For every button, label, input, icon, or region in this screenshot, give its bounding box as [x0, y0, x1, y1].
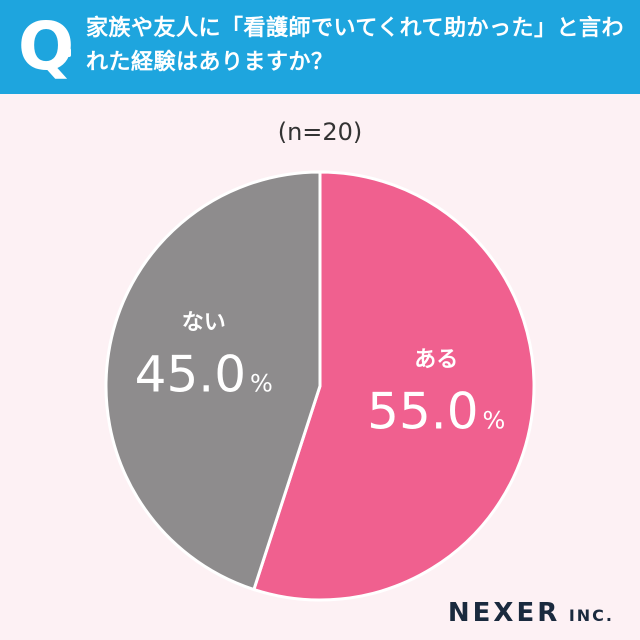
pie-slice-value-0: 55.0%: [367, 382, 505, 440]
question-header: Q 家族や友人に「看護師でいてくれて助かった」と言われた経験はありますか？: [0, 0, 640, 94]
question-mark-q: Q: [18, 8, 75, 85]
pie-slice-value-1: 45.0%: [135, 346, 273, 404]
company-logo: NEXER INC.: [448, 598, 614, 628]
pie-slice-0: [252, 170, 536, 602]
logo-sub-text: INC.: [568, 606, 614, 625]
pie-slice-label-1: ない: [182, 311, 226, 336]
question-text: 家族や友人に「看護師でいてくれて助かった」と言われた経験はありますか？: [86, 16, 625, 75]
logo-main-text: NEXER: [447, 598, 561, 628]
question-mark-dot: [62, 48, 71, 57]
pie-slice-label-0: ある: [414, 347, 458, 372]
pie-slice-1: [104, 170, 322, 592]
sample-size-note: (n=20): [277, 118, 363, 146]
